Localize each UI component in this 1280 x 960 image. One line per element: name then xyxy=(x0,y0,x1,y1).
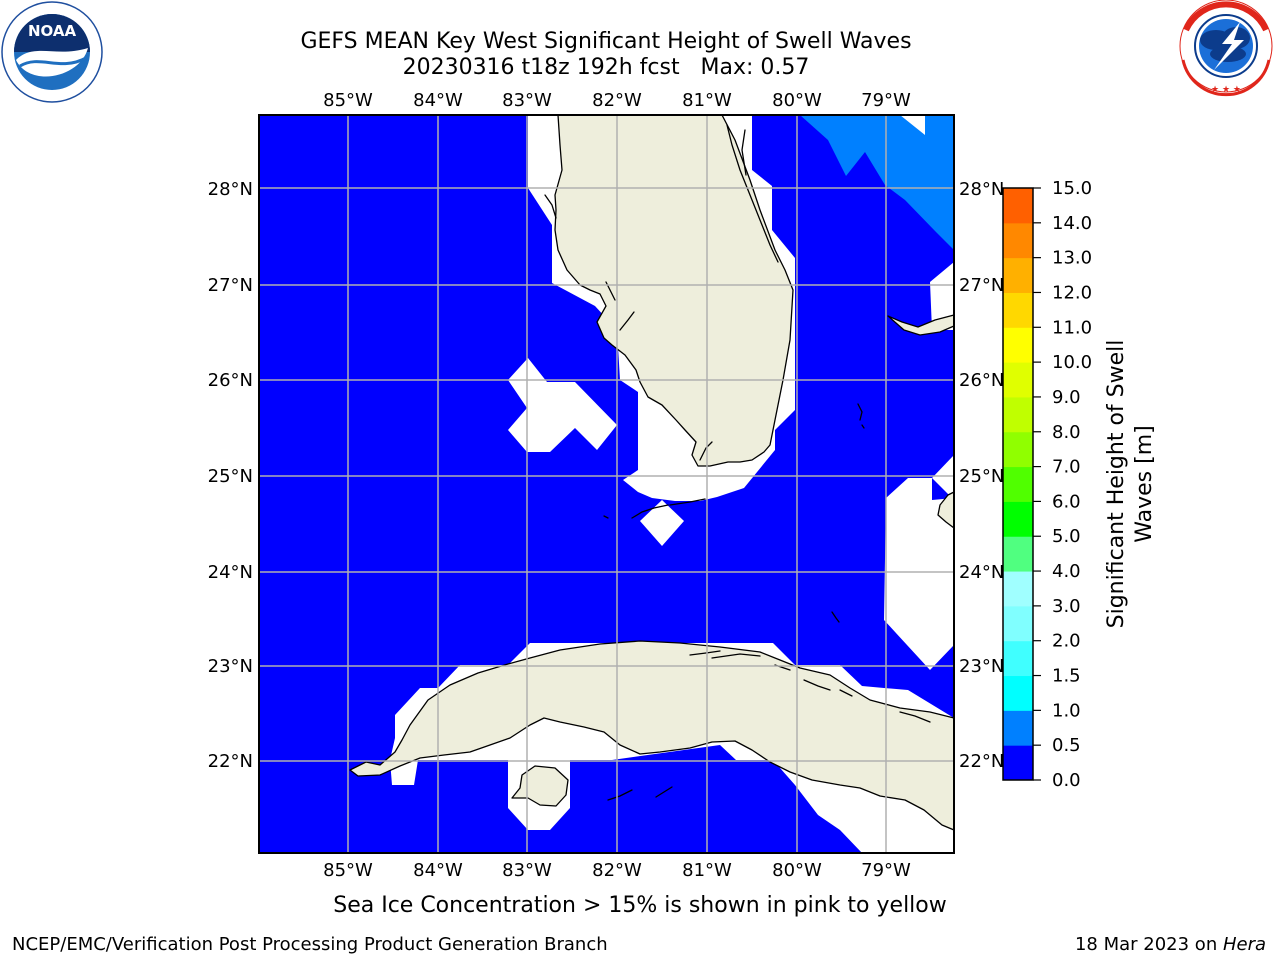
branch-credit: NCEP/EMC/Verification Post Processing Pr… xyxy=(12,934,608,955)
svg-text:★ ★ ★: ★ ★ ★ xyxy=(1211,85,1241,95)
colorbar-tick-label: 0.0 xyxy=(1052,770,1081,791)
colorbar-tick-label: 11.0 xyxy=(1052,317,1092,338)
lat-label: 24°N xyxy=(208,562,253,583)
lat-label: 27°N xyxy=(959,275,1004,296)
colorbar-swatch xyxy=(1003,188,1033,224)
colorbar-swatch xyxy=(1003,501,1033,537)
run-date: 18 Mar 2023 on Hera xyxy=(1075,934,1266,955)
small-islands xyxy=(544,124,931,801)
graticule xyxy=(259,115,954,853)
colorbar-swatch xyxy=(1003,605,1033,642)
lat-labels-left: 28°N 27°N 26°N 25°N 24°N 23°N 22°N xyxy=(208,179,253,772)
lon-label: 79°W xyxy=(861,90,911,111)
lon-label: 82°W xyxy=(592,90,642,111)
colorbar-swatch xyxy=(1003,710,1033,746)
colorbar-tick-label: 8.0 xyxy=(1052,422,1081,443)
colorbar-swatch xyxy=(1003,640,1033,677)
lat-label: 22°N xyxy=(208,751,253,772)
lat-label: 25°N xyxy=(208,466,253,487)
colorbar-swatches xyxy=(1003,188,1033,781)
lon-label: 84°W xyxy=(413,860,463,881)
colorbar-tick-label: 1.5 xyxy=(1052,666,1081,687)
colorbar-swatch xyxy=(1003,292,1033,328)
noaa-logo-text: NOAA xyxy=(28,22,77,40)
colorbar-swatch xyxy=(1003,431,1033,468)
colorbar: 0.0 0.5 1.0 1.5 2.0 3.0 4.0 5.0 6.0 7.0 8.0 9.0 10.0… xyxy=(1002,178,1092,791)
colorbar-tick-label: 2.0 xyxy=(1052,631,1081,652)
colorbar-swatch xyxy=(1003,745,1033,781)
colorbar-swatch xyxy=(1003,536,1033,572)
swell-height-map xyxy=(258,114,955,854)
colorbar-tick-label: 0.5 xyxy=(1052,735,1081,756)
nws-logo: ★ ★ ★ xyxy=(1179,0,1273,97)
colorbar-tick-label: 14.0 xyxy=(1052,213,1092,234)
colorbar-border xyxy=(1002,187,1034,781)
colorbar-label-line1: Significant Height of Swell xyxy=(1104,340,1129,629)
florida-peninsula xyxy=(554,114,794,467)
lon-label: 82°W xyxy=(592,860,642,881)
colorbar-tick-label: 5.0 xyxy=(1052,526,1081,547)
lat-labels-right: 28°N 27°N 26°N 25°N 24°N 23°N 22°N xyxy=(959,179,1004,772)
colorbar-tick-label: 15.0 xyxy=(1052,178,1092,199)
isla-de-la-juventud xyxy=(511,765,569,807)
lon-label: 80°W xyxy=(772,860,822,881)
colorbar-tick-label: 4.0 xyxy=(1052,561,1081,582)
lat-label: 26°N xyxy=(959,370,1004,391)
lon-label: 83°W xyxy=(502,860,552,881)
colorbar-swatch xyxy=(1003,327,1033,363)
lat-label: 28°N xyxy=(208,179,253,200)
colorbar-swatch xyxy=(1003,222,1033,259)
land-areas xyxy=(349,114,955,831)
swell-0p5-1p0-region xyxy=(800,115,954,250)
colorbar-swatch xyxy=(1003,571,1033,607)
colorbar-tick-label: 10.0 xyxy=(1052,352,1092,373)
colorbar-swatch xyxy=(1003,362,1033,398)
lat-label: 25°N xyxy=(959,466,1004,487)
lat-label: 27°N xyxy=(208,275,253,296)
lon-label: 83°W xyxy=(502,90,552,111)
lat-label: 24°N xyxy=(959,562,1004,583)
lat-label: 23°N xyxy=(959,656,1004,677)
map-title: GEFS MEAN Key West Significant Height of… xyxy=(300,29,911,54)
lon-label: 79°W xyxy=(861,860,911,881)
colorbar-swatch xyxy=(1003,396,1033,433)
map-subtitle: 20230316 t18z 192h fcst Max: 0.57 xyxy=(403,55,810,80)
sea-ice-note: Sea Ice Concentration > 15% is shown in … xyxy=(333,893,947,918)
lat-label: 26°N xyxy=(208,370,253,391)
colorbar-swatch xyxy=(1003,675,1033,711)
lat-label: 28°N xyxy=(959,179,1004,200)
colorbar-tick-label: 9.0 xyxy=(1052,387,1081,408)
lon-label: 84°W xyxy=(413,90,463,111)
lon-label: 81°W xyxy=(682,860,732,881)
cuba-island xyxy=(349,640,955,831)
colorbar-tick-label: 6.0 xyxy=(1052,491,1081,512)
host-name: Hera xyxy=(1223,934,1266,955)
colorbar-tick-label: 12.0 xyxy=(1052,282,1092,303)
colorbar-tick-label: 13.0 xyxy=(1052,248,1092,269)
lon-label: 80°W xyxy=(772,90,822,111)
lon-label: 85°W xyxy=(323,90,373,111)
colorbar-label-line2: Waves [m] xyxy=(1132,425,1157,542)
lat-label: 22°N xyxy=(959,751,1004,772)
lat-label: 23°N xyxy=(208,656,253,677)
noaa-logo: NOAA xyxy=(1,1,103,103)
colorbar-tick-label: 7.0 xyxy=(1052,457,1081,478)
map-border xyxy=(258,114,955,854)
run-date-text: 18 Mar 2023 on xyxy=(1075,934,1223,955)
colorbar-tick-label: 3.0 xyxy=(1052,596,1081,617)
lon-labels-bottom: 85°W 84°W 83°W 82°W 81°W 80°W 79°W xyxy=(323,860,911,881)
colorbar-swatch xyxy=(1003,466,1033,502)
colorbar-ticks: 0.0 0.5 1.0 1.5 2.0 3.0 4.0 5.0 6.0 7.0 8.0 9.0 10.0… xyxy=(1033,178,1092,791)
lon-labels-top: 85°W 84°W 83°W 82°W 81°W 80°W 79°W xyxy=(323,90,911,111)
colorbar-swatch xyxy=(1003,257,1033,293)
colorbar-tick-label: 1.0 xyxy=(1052,700,1081,721)
lon-label: 85°W xyxy=(323,860,373,881)
lon-label: 81°W xyxy=(682,90,732,111)
